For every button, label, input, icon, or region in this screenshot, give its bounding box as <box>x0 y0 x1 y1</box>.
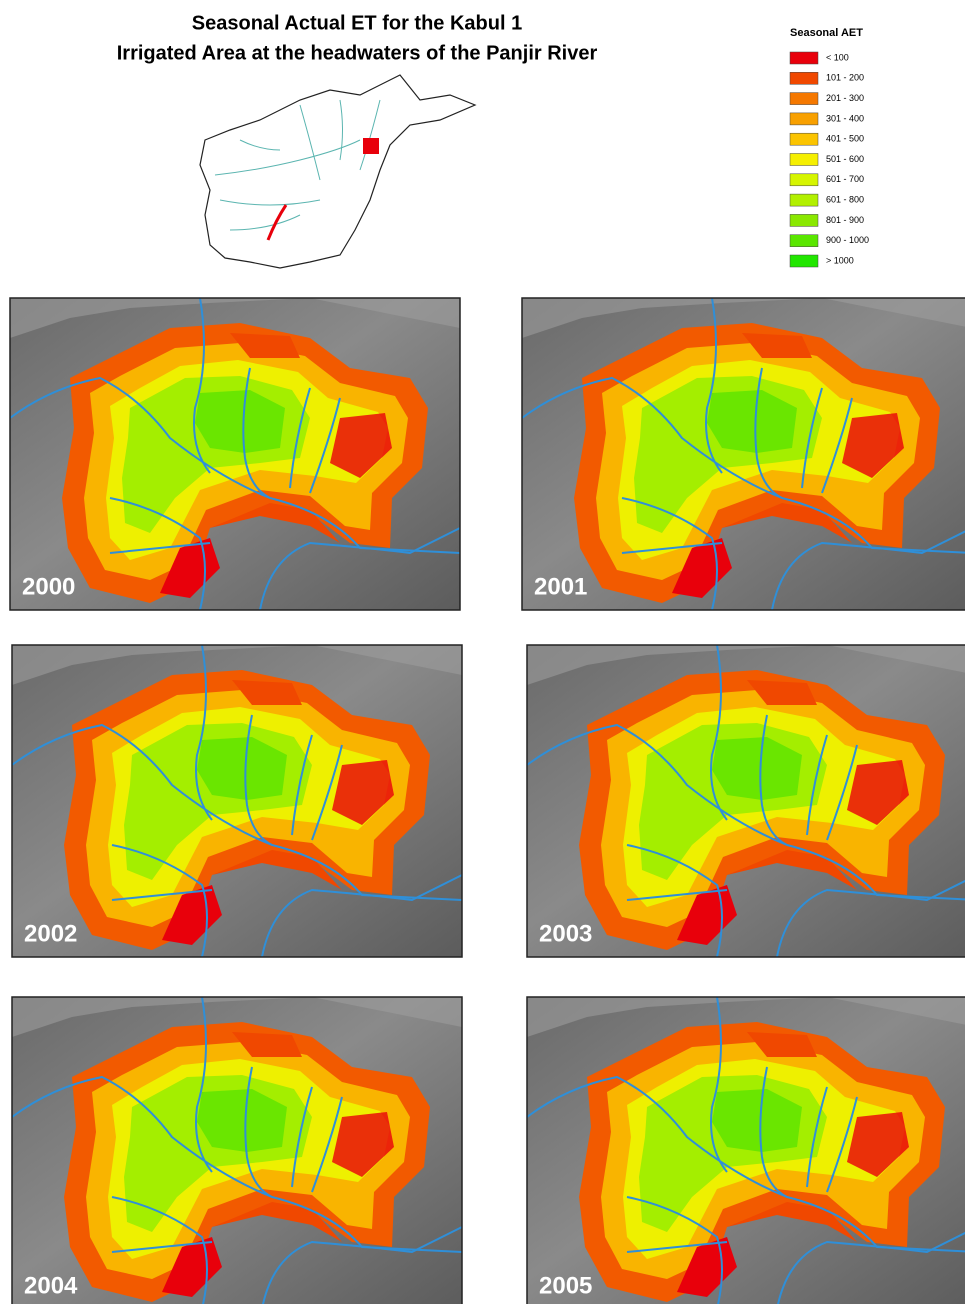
map-panel: 2001 <box>521 297 965 611</box>
legend-swatch <box>789 173 819 187</box>
legend-swatch <box>789 112 819 126</box>
legend-swatch <box>789 72 819 85</box>
map-panel: 2000 <box>9 297 461 611</box>
legend-label: 900 - 1000 <box>826 235 869 245</box>
legend-swatch <box>789 132 819 146</box>
title-line: Irrigated Area at the headwaters of the … <box>117 42 598 64</box>
irrigated-area <box>266 204 288 241</box>
map-panel: 2002 <box>11 644 463 958</box>
legend-label: 801 - 900 <box>826 215 864 225</box>
legend-label: 401 - 500 <box>826 134 864 144</box>
legend-swatch <box>789 214 819 227</box>
year-label: 2002 <box>24 920 77 947</box>
legend-label: 201 - 300 <box>826 93 864 103</box>
map-panel: 2004 <box>11 996 463 1304</box>
legend-swatch <box>789 234 819 247</box>
basin-map <box>9 297 461 611</box>
basin-map <box>521 297 965 611</box>
year-label: 2000 <box>22 573 75 600</box>
year-label: 2004 <box>24 1272 78 1299</box>
rivers <box>214 99 381 231</box>
legend-label: > 1000 <box>826 255 854 265</box>
legend-label: 601 - 700 <box>826 174 864 184</box>
area-marker <box>363 138 379 154</box>
year-label: 2001 <box>534 573 587 600</box>
legend-swatch <box>789 254 819 268</box>
locator-map <box>199 74 477 269</box>
legend-label: 601 - 800 <box>826 194 864 204</box>
legend-label: 101 - 200 <box>826 73 864 83</box>
map-panels: 2000 2001 2002 2003 2004 2005 <box>9 297 965 1304</box>
year-label: 2003 <box>539 920 592 947</box>
legend-swatch <box>789 51 819 65</box>
legend-title: Seasonal AET <box>790 27 863 39</box>
legend-swatch <box>789 153 819 166</box>
year-label: 2005 <box>539 1272 592 1299</box>
basin-map <box>526 644 965 958</box>
basin-map <box>11 996 463 1304</box>
legend-label: 501 - 600 <box>826 154 864 164</box>
legend-label: 301 - 400 <box>826 113 864 123</box>
title-line: Seasonal Actual ET for the Kabul 1 <box>192 12 522 34</box>
basin-map <box>526 996 965 1304</box>
legend-swatch <box>789 92 819 105</box>
country-outline <box>199 74 477 269</box>
map-panel: 2005 <box>526 996 965 1304</box>
map-panel: 2003 <box>526 644 965 958</box>
legend-label: < 100 <box>826 52 849 62</box>
legend: < 100 101 - 200 201 - 300 301 - 400 401 - 50… <box>789 51 869 268</box>
basin-map <box>11 644 463 958</box>
legend-swatch <box>789 193 819 207</box>
